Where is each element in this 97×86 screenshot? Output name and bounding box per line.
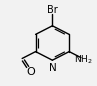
Text: N: N: [48, 63, 56, 73]
Text: Br: Br: [47, 5, 58, 15]
Text: NH$_2$: NH$_2$: [74, 53, 93, 66]
Text: O: O: [26, 67, 35, 77]
